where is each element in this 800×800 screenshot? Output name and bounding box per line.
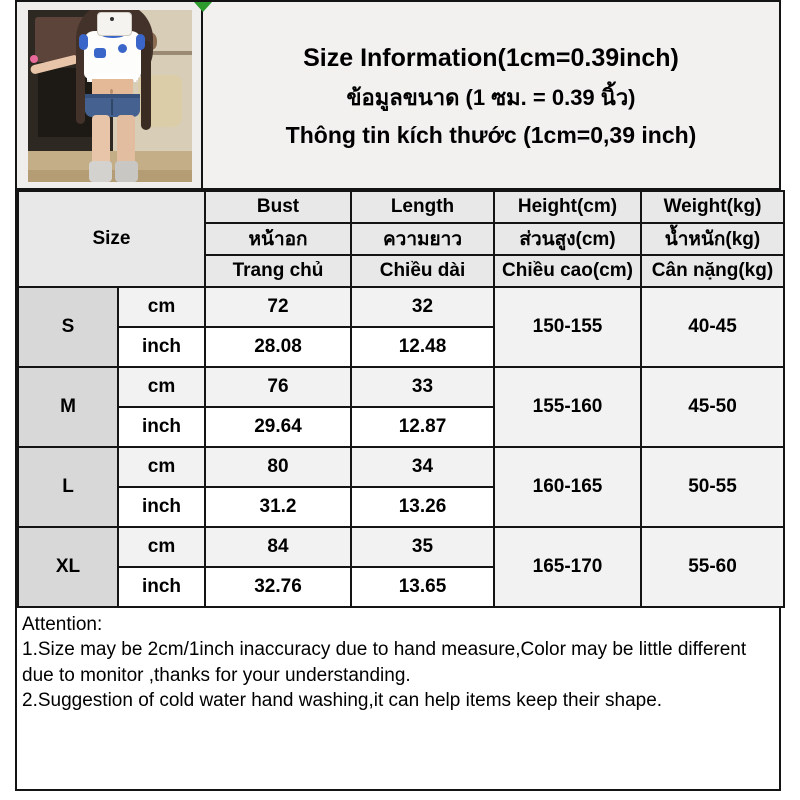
unit-cm: cm [117,446,206,488]
unit-inch: inch [117,566,206,608]
title-panel: Size Information(1cm=0.39inch) ข้อมูลขนา… [203,2,779,188]
unit-cm: cm [117,526,206,568]
unit-inch: inch [117,406,206,448]
header-weight-vi: Cân nặng(kg) [640,254,785,288]
header-weight-th: น้ำหนัก(kg) [640,222,785,256]
s-bust-cm: 72 [204,286,352,328]
s-height-range: 150-155 [493,286,642,368]
attention-note-1: 1.Size may be 2cm/1inch inaccuracy due t… [22,639,747,686]
xl-height-range: 165-170 [493,526,642,608]
attention-section: Attention: 1.Size may be 2cm/1inch inacc… [17,608,779,714]
size-xl-label: XL [17,526,119,608]
m-height-range: 155-160 [493,366,642,448]
unit-cm: cm [117,366,206,408]
header-height-vi: Chiều cao(cm) [493,254,642,288]
s-weight-range: 40-45 [640,286,785,368]
header-bust-th: หน้าอก [204,222,352,256]
photo-phone [96,11,132,37]
m-bust-cm: 76 [204,366,352,408]
xl-bust-cm: 84 [204,526,352,568]
header-height-th: ส่วนสูง(cm) [493,222,642,256]
chart-frame: Size Information(1cm=0.39inch) ข้อมูลขนา… [15,0,785,791]
photo-panel [17,2,203,188]
header-weight-en: Weight(kg) [640,190,785,224]
xl-bust-inch: 32.76 [204,566,352,608]
top-section: Size Information(1cm=0.39inch) ข้อมูลขนา… [17,2,779,190]
s-bust-inch: 28.08 [204,326,352,368]
l-bust-cm: 80 [204,446,352,488]
product-photo [28,10,192,182]
size-s-label: S [17,286,119,368]
title-vietnamese: Thông tin kích thước (1cm=0,39 inch) [285,121,697,148]
xl-length-cm: 35 [350,526,495,568]
size-column-header: Size [17,190,206,288]
l-bust-inch: 31.2 [204,486,352,528]
xl-weight-range: 55-60 [640,526,785,608]
s-length-cm: 32 [350,286,495,328]
l-length-cm: 34 [350,446,495,488]
header-bust-en: Bust [204,190,352,224]
l-weight-range: 50-55 [640,446,785,528]
l-height-range: 160-165 [493,446,642,528]
size-m-label: M [17,366,119,448]
xl-length-inch: 13.65 [350,566,495,608]
title-thai: ข้อมูลขนาด (1 ซม. = 0.39 นิ้ว) [346,84,636,110]
size-table: Size Bust Length Height(cm) Weight(kg) ห… [17,190,785,608]
attention-note-2: 2.Suggestion of cold water hand washing,… [22,690,663,712]
title-english: Size Information(1cm=0.39inch) [303,43,679,72]
header-length-vi: Chiều dài [350,254,495,288]
s-length-inch: 12.48 [350,326,495,368]
header-length-en: Length [350,190,495,224]
m-bust-inch: 29.64 [204,406,352,448]
size-l-label: L [17,446,119,528]
m-length-inch: 12.87 [350,406,495,448]
m-weight-range: 45-50 [640,366,785,448]
header-height-en: Height(cm) [493,190,642,224]
unit-inch: inch [117,326,206,368]
unit-inch: inch [117,486,206,528]
header-length-th: ความยาว [350,222,495,256]
attention-title: Attention: [22,614,103,635]
header-bust-vi: Trang chủ [204,254,352,288]
unit-cm: cm [117,286,206,328]
photo-crop-top [83,30,142,79]
l-length-inch: 13.26 [350,486,495,528]
m-length-cm: 33 [350,366,495,408]
green-corner-triangle [194,2,212,12]
